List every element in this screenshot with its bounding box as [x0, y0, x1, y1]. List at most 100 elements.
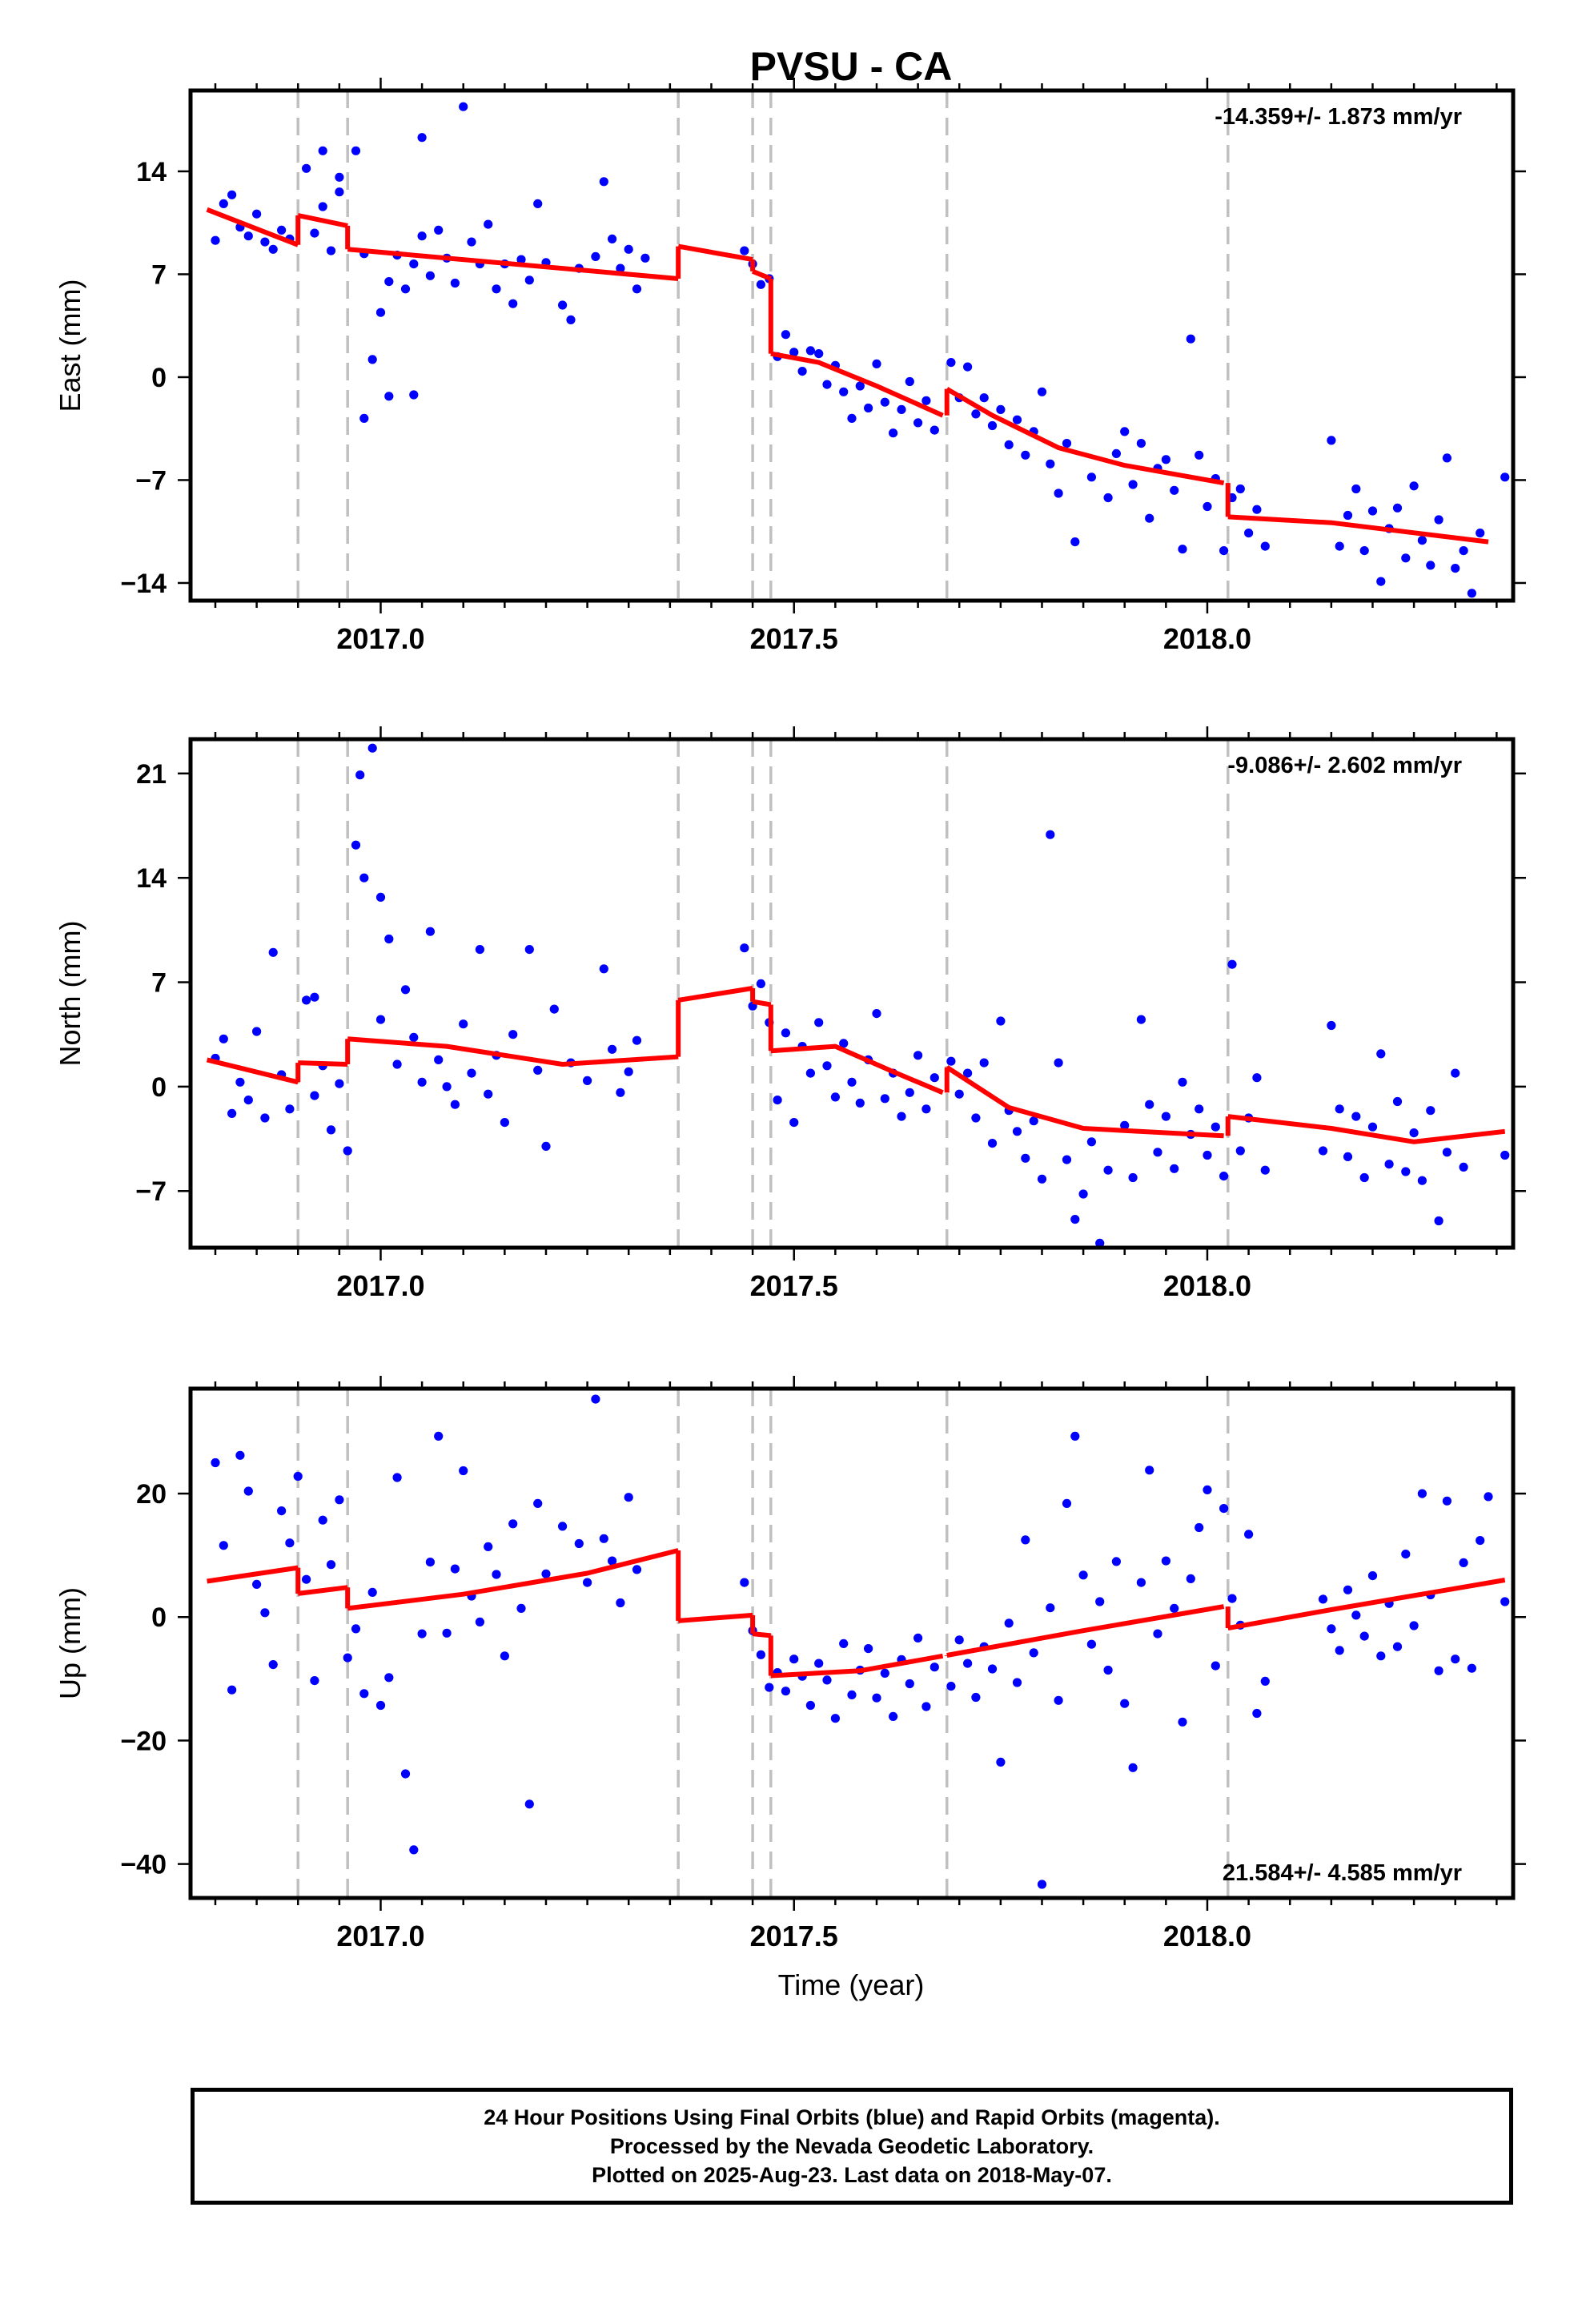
data-point-east-86 — [1004, 440, 1014, 450]
data-point-north-56 — [789, 1118, 799, 1128]
data-point-north-59 — [814, 1018, 824, 1027]
data-point-north-87 — [1054, 1058, 1063, 1068]
data-point-up-119 — [1367, 1571, 1378, 1581]
data-point-east-99 — [1128, 480, 1138, 489]
data-point-north-39 — [549, 1004, 559, 1014]
data-point-east-19 — [384, 277, 394, 287]
data-point-up-87 — [1054, 1695, 1063, 1705]
data-point-north-122 — [1401, 1167, 1411, 1176]
data-point-up-42 — [574, 1538, 584, 1549]
data-point-east-64 — [814, 349, 824, 359]
data-point-east-105 — [1178, 545, 1187, 554]
data-point-east-132 — [1459, 546, 1468, 556]
panel-frame-up — [188, 1386, 1516, 1900]
y-tick-label-up-2: −20 — [120, 1726, 167, 1756]
data-point-north-95 — [1128, 1172, 1138, 1183]
data-point-north-29 — [459, 1019, 468, 1029]
data-point-up-104 — [1195, 1522, 1204, 1533]
data-point-north-85 — [1037, 1174, 1047, 1184]
data-point-north-17 — [359, 873, 369, 883]
plot-area-north — [206, 739, 1510, 1248]
data-point-up-61 — [830, 1714, 840, 1723]
data-point-east-53 — [417, 133, 427, 143]
y-tick-label-east-2: 0 — [151, 363, 167, 393]
data-point-up-53 — [765, 1683, 774, 1692]
y-axis-label-up: Up (mm) — [54, 1587, 86, 1699]
data-point-east-88 — [1021, 450, 1030, 460]
plot-area-east — [206, 90, 1510, 601]
data-point-north-77 — [971, 1113, 981, 1123]
data-point-east-2 — [227, 190, 237, 199]
data-point-up-46 — [608, 1556, 617, 1566]
data-point-north-67 — [880, 1094, 889, 1104]
data-point-east-44 — [616, 263, 625, 273]
data-point-east-122 — [1376, 577, 1386, 586]
data-point-up-98 — [1145, 1466, 1154, 1475]
data-point-east-27 — [450, 278, 460, 288]
y-tick-label-east-3: −7 — [135, 465, 167, 496]
data-point-east-120 — [1359, 546, 1369, 556]
data-point-east-95 — [1086, 472, 1096, 482]
data-point-north-116 — [1351, 1112, 1361, 1121]
data-point-up-90 — [1078, 1570, 1088, 1580]
data-point-up-105 — [1203, 1485, 1212, 1494]
data-point-east-72 — [880, 397, 889, 407]
fit-segment-east-0 — [206, 207, 299, 247]
data-point-east-126 — [1409, 481, 1419, 491]
data-point-up-41 — [558, 1522, 568, 1531]
data-point-up-95 — [1120, 1699, 1130, 1708]
data-point-north-120 — [1384, 1160, 1394, 1169]
data-point-east-43 — [608, 234, 617, 243]
data-point-up-19 — [367, 1587, 377, 1597]
data-point-east-41 — [591, 251, 600, 261]
data-point-up-82 — [1012, 1678, 1022, 1687]
data-point-north-32 — [484, 1089, 493, 1099]
data-point-east-128 — [1426, 561, 1435, 570]
data-point-east-62 — [797, 367, 807, 376]
data-point-east-73 — [889, 428, 898, 438]
data-point-up-32 — [475, 1617, 485, 1626]
data-point-east-81 — [963, 362, 973, 372]
data-point-east-96 — [1103, 493, 1113, 503]
data-point-up-80 — [996, 1757, 1006, 1767]
y-tick-label-north-3: 0 — [151, 1072, 167, 1103]
data-point-east-87 — [1012, 415, 1022, 424]
data-point-north-74 — [946, 1056, 956, 1066]
data-point-east-79 — [946, 358, 956, 368]
data-point-east-14 — [335, 187, 344, 197]
data-point-east-110 — [1219, 546, 1229, 556]
data-point-north-113 — [1327, 1020, 1336, 1031]
data-point-north-75 — [954, 1089, 964, 1099]
data-point-north-46 — [632, 1035, 642, 1045]
y-tick-label-north-2: 7 — [151, 968, 167, 999]
data-point-up-5 — [252, 1579, 262, 1589]
data-point-up-125 — [1417, 1489, 1427, 1498]
rate-text-east: -14.359+/- 1.873 mm/yr — [1215, 104, 1462, 130]
fit-segment-north-7 — [1227, 1114, 1506, 1144]
data-point-east-78 — [930, 425, 939, 435]
data-point-east-23 — [417, 231, 427, 241]
fit-segment-north-0 — [206, 1057, 299, 1085]
data-point-east-31 — [484, 219, 493, 229]
data-point-north-36 — [524, 945, 534, 955]
data-point-north-63 — [847, 1077, 857, 1087]
data-point-east-65 — [822, 380, 832, 389]
x-tick-label-north-1: 2017.5 — [750, 1269, 838, 1302]
data-point-north-110 — [1252, 1073, 1262, 1083]
data-point-up-16 — [343, 1653, 352, 1663]
data-point-north-7 — [268, 947, 278, 957]
data-point-up-36 — [508, 1519, 518, 1529]
y-axis-label-north: North (mm) — [54, 921, 86, 1067]
data-point-north-115 — [1343, 1152, 1353, 1161]
data-point-up-43 — [583, 1578, 592, 1587]
data-point-up-124 — [1409, 1621, 1419, 1630]
data-point-east-106 — [1186, 334, 1195, 344]
data-point-north-5 — [252, 1027, 262, 1036]
data-point-up-99 — [1153, 1629, 1162, 1638]
data-point-north-11 — [310, 1091, 319, 1100]
data-point-north-92 — [1095, 1238, 1105, 1248]
data-point-up-49 — [632, 1565, 642, 1574]
x-tick-label-up-1: 2017.5 — [750, 1920, 838, 1952]
data-point-north-80 — [996, 1016, 1006, 1026]
data-point-north-30 — [467, 1068, 476, 1078]
